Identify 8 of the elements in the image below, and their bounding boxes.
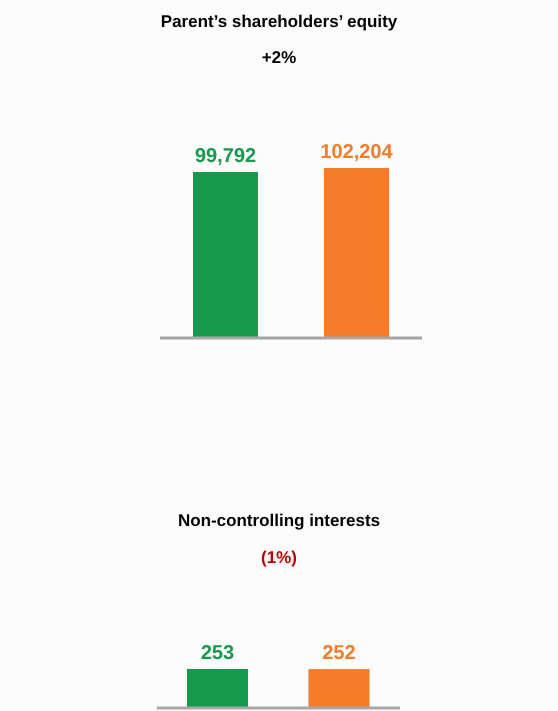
data-label: 99,792 <box>194 145 256 168</box>
chart-subtitle: +2% <box>260 48 298 68</box>
chart-title: Parent’s shareholders’ equity <box>160 12 398 32</box>
data-label: 253 <box>200 642 234 664</box>
data-label: 102,204 <box>320 141 394 163</box>
data-label: 252 <box>322 642 356 664</box>
chart-title: Non-controlling interests <box>176 511 382 531</box>
chart-subtitle: (1%) <box>260 548 298 568</box>
